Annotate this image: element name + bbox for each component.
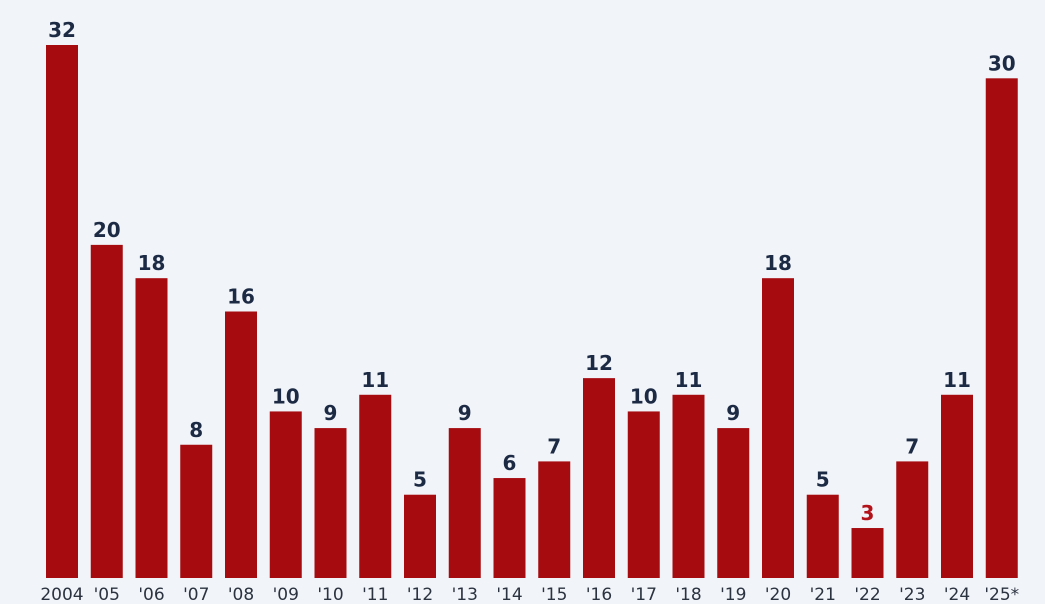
value-label-20: 11	[943, 368, 971, 392]
tick-label-17: '21	[810, 585, 836, 604]
bar-8	[404, 494, 436, 578]
value-label-0: 32	[48, 18, 76, 42]
bar-18	[851, 528, 884, 578]
value-label-16: 18	[764, 251, 792, 275]
tick-label-11: '15	[541, 585, 567, 604]
bar-0	[46, 45, 78, 578]
tick-label-10: '14	[496, 585, 522, 604]
tick-label-12: '16	[586, 585, 612, 604]
bar-16	[762, 278, 794, 578]
bar-9	[448, 428, 481, 578]
value-label-8: 5	[413, 468, 427, 492]
value-label-3: 8	[189, 418, 203, 442]
value-label-6: 9	[324, 401, 338, 425]
value-label-1: 20	[93, 218, 121, 242]
tick-label-8: '12	[407, 585, 433, 604]
bar-15	[717, 428, 750, 578]
tick-label-13: '17	[631, 585, 657, 604]
bar-1	[90, 244, 123, 579]
tick-label-1: '05	[94, 585, 120, 604]
value-label-11: 7	[547, 434, 561, 458]
value-label-21: 30	[988, 51, 1016, 75]
bar-7	[359, 394, 392, 578]
tick-label-9: '13	[452, 585, 478, 604]
tick-label-15: '19	[720, 585, 746, 604]
bar-3	[180, 444, 213, 578]
bar-19	[896, 461, 929, 578]
tick-label-4: '08	[228, 585, 254, 604]
bars-group	[46, 45, 1018, 579]
bar-4	[225, 311, 257, 578]
tick-label-0: 2004	[40, 585, 83, 604]
tick-label-7: '11	[362, 585, 388, 604]
value-label-18: 3	[861, 501, 875, 525]
tick-label-19: '23	[899, 585, 925, 604]
tick-label-2: '06	[138, 585, 164, 604]
tick-label-18: '22	[854, 585, 880, 604]
value-label-17: 5	[816, 468, 830, 492]
tick-label-20: '24	[944, 585, 970, 604]
bar-21	[985, 78, 1018, 578]
value-label-5: 10	[272, 384, 300, 408]
value-label-13: 10	[630, 384, 658, 408]
value-label-14: 11	[675, 368, 703, 392]
bar-14	[672, 394, 705, 578]
value-label-7: 11	[361, 368, 389, 392]
x-axis-tick-labels: 2004 '05 '06 '07 '08 '09 '10 '11 '12 '13 '14 '15 '16…	[40, 585, 1019, 604]
value-label-10: 6	[503, 451, 517, 475]
bar-12	[583, 378, 615, 579]
bar-11	[538, 461, 571, 578]
tick-label-21: '25*	[984, 585, 1019, 604]
value-label-19: 7	[905, 434, 919, 458]
bar-6	[314, 428, 347, 578]
bar-5	[269, 411, 302, 578]
tick-label-14: '18	[675, 585, 701, 604]
value-label-15: 9	[726, 401, 740, 425]
tick-label-5: '09	[273, 585, 299, 604]
value-label-12: 12	[585, 351, 613, 375]
bar-10	[493, 478, 526, 578]
value-label-2: 18	[138, 251, 166, 275]
bar-17	[806, 494, 839, 578]
bar-20	[941, 394, 973, 578]
tick-label-3: '07	[183, 585, 209, 604]
bar-13	[627, 411, 660, 578]
value-label-9: 9	[458, 401, 472, 425]
tick-label-16: '20	[765, 585, 791, 604]
bar-2	[135, 278, 168, 578]
tick-label-6: '10	[317, 585, 343, 604]
value-labels-group: 32 20 18 8 16 10 9 11 5 9 6 7 12 10 11 9 18 5 3 7 11 30	[48, 18, 1016, 525]
value-label-4: 16	[227, 285, 255, 309]
